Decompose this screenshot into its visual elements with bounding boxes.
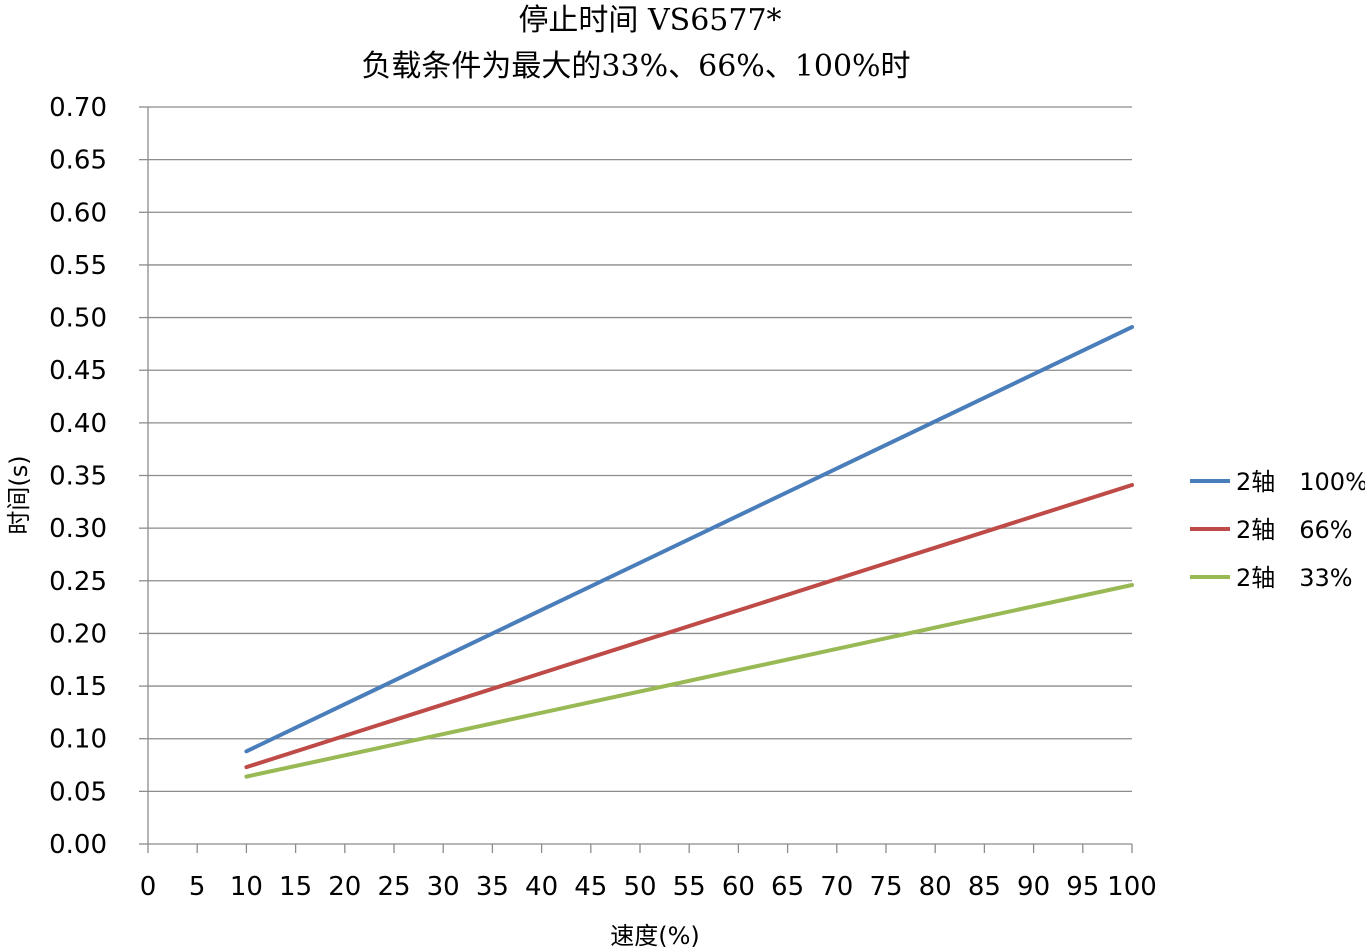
- x-tick-label: 100: [1107, 872, 1157, 902]
- y-tick-label: 0.15: [49, 672, 107, 702]
- chart-subtitle: 负载条件为最大的33%、66%、100%时: [361, 49, 910, 84]
- y-tick-label: 0.20: [49, 619, 107, 649]
- y-tick-label: 0.55: [49, 251, 107, 281]
- y-tick-label: 0.70: [49, 93, 107, 123]
- y-tick-labels: 0.00 0.05 0.10 0.15 0.20 0.25 0.30 0.35 0.40 0.45…: [49, 93, 107, 860]
- y-axis-label: 时间(s): [5, 455, 33, 534]
- x-tick-label: 85: [968, 872, 1001, 902]
- chart-title: 停止时间 VS6577*: [518, 3, 781, 38]
- y-tick-label: 0.00: [49, 830, 107, 860]
- x-tick-label: 45: [574, 872, 607, 902]
- x-tick-label: 90: [1017, 872, 1050, 902]
- legend-label: 2轴 100%: [1236, 468, 1365, 496]
- x-tick-label: 65: [771, 872, 804, 902]
- series-line: [244, 582, 1134, 779]
- axes: [139, 106, 1133, 853]
- x-tick-label: 30: [427, 872, 460, 902]
- legend-label: 2轴 66%: [1236, 516, 1353, 544]
- x-tick-label: 55: [673, 872, 706, 902]
- y-tick-label: 0.40: [49, 409, 107, 439]
- legend: 2轴 100% 2轴 66% 2轴 33%: [1190, 468, 1365, 592]
- x-tick-label: 75: [869, 872, 902, 902]
- x-tick-label: 60: [722, 872, 755, 902]
- x-tick-label: 25: [377, 872, 410, 902]
- x-tick-label: 40: [525, 872, 558, 902]
- y-tick-label: 0.25: [49, 567, 107, 597]
- x-tick-label: 50: [623, 872, 656, 902]
- legend-label: 2轴 33%: [1236, 564, 1353, 592]
- x-tick-label: 70: [820, 872, 853, 902]
- y-tick-label: 0.65: [49, 146, 107, 176]
- x-tick-labels: 0 5 10 15 20 25 30 35 40 45 50 55 60 65 70 75 80 85 90 95 10…: [140, 872, 1157, 902]
- y-tick-label: 0.45: [49, 356, 107, 386]
- x-tick-label: 5: [189, 872, 206, 902]
- x-tick-label: 95: [1066, 872, 1099, 902]
- series-lines: [244, 325, 1134, 779]
- y-tick-label: 0.30: [49, 514, 107, 544]
- x-tick-label: 20: [328, 872, 361, 902]
- series-line: [244, 482, 1134, 770]
- x-tick-label: 35: [476, 872, 509, 902]
- x-tick-label: 80: [919, 872, 952, 902]
- y-tick-label: 0.50: [49, 304, 107, 334]
- x-tick-label: 0: [140, 872, 157, 902]
- y-tick-label: 0.60: [49, 198, 107, 228]
- x-axis-label: 速度(%): [610, 922, 700, 948]
- gridlines: [148, 106, 1132, 793]
- x-tick-label: 10: [230, 872, 263, 902]
- series-line: [244, 325, 1134, 754]
- x-tick-label: 15: [279, 872, 312, 902]
- y-tick-label: 0.10: [49, 725, 107, 755]
- y-tick-label: 0.35: [49, 462, 107, 492]
- y-tick-label: 0.05: [49, 777, 107, 807]
